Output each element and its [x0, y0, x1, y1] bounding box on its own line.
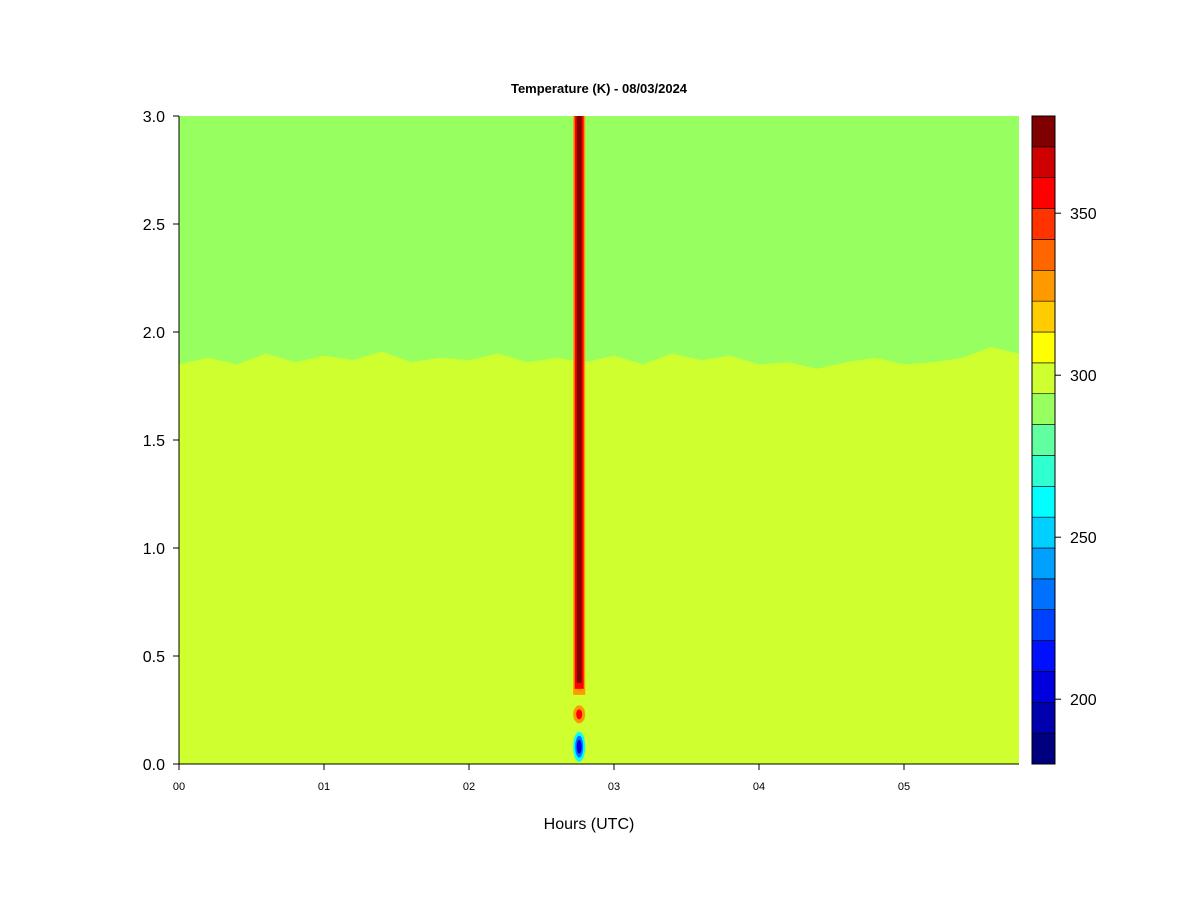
colorbar-swatch — [1031, 393, 1056, 425]
warm-patch — [969, 573, 1015, 661]
spike-core — [576, 116, 582, 683]
x-axis: 00 01 02 03 04 05 — [173, 763, 1019, 793]
warm-patch — [366, 608, 372, 646]
colorbar-swatch — [1031, 701, 1056, 734]
warm-patch — [179, 558, 187, 667]
colorbar-swatch — [1031, 516, 1056, 549]
warm-patch — [944, 625, 949, 639]
warm-patch — [266, 580, 278, 661]
colorbar: 200 250 300 350 — [1031, 115, 1097, 765]
y-axis: 0.0 0.5 1.0 1.5 2.0 2.5 3.0 — [143, 109, 180, 774]
y-tick-label: 0.5 — [143, 649, 165, 666]
upper-layer-fill — [179, 116, 1019, 369]
warm-patch — [403, 602, 411, 656]
y-tick-label: 2.5 — [143, 217, 165, 234]
warm-patch — [316, 586, 329, 661]
colorbar-swatch — [1031, 547, 1056, 580]
colorbar-tick-label: 350 — [1070, 206, 1097, 223]
warm-patch — [464, 586, 493, 661]
x-tick-label: 05 — [898, 781, 910, 793]
x-axis-label: Hours (UTC) — [544, 816, 635, 833]
spike-hot-core — [576, 709, 583, 720]
warm-patch — [660, 612, 667, 646]
colorbar-swatch — [1031, 362, 1056, 395]
y-tick-label: 3.0 — [143, 109, 165, 126]
y-tick-label: 0.0 — [143, 757, 165, 774]
spike-cold-core — [576, 739, 582, 754]
warm-patch — [382, 602, 390, 650]
colorbar-swatch — [1031, 578, 1056, 611]
colorbar-swatch — [1031, 269, 1056, 302]
warm-patch — [283, 580, 313, 661]
warm-patch — [709, 617, 719, 656]
colorbar-swatch — [1031, 455, 1056, 487]
warm-patch — [919, 630, 925, 644]
warm-patch — [418, 595, 436, 656]
colorbar-swatch — [1031, 732, 1056, 765]
colorbar-swatch — [1031, 424, 1056, 456]
x-tick-label: 01 — [318, 781, 330, 793]
warm-patch — [341, 586, 359, 661]
colorbar-tick-label: 200 — [1070, 692, 1097, 709]
colorbar-tick-label: 250 — [1070, 530, 1097, 547]
warm-patch — [190, 552, 255, 674]
x-tick-label: 02 — [463, 781, 475, 793]
warm-patch — [898, 591, 909, 656]
colorbar-frame — [1031, 115, 1056, 765]
colorbar-tick-label: 300 — [1070, 368, 1097, 385]
plot-area — [179, 116, 1019, 764]
warm-patch — [547, 612, 557, 646]
colorbar-swatch — [1031, 671, 1056, 703]
warm-patch — [558, 602, 574, 652]
warm-patch — [450, 595, 461, 656]
colorbar-swatch — [1031, 485, 1056, 518]
warm-patch — [645, 612, 651, 646]
x-tick-label: 03 — [608, 781, 620, 793]
warm-patch — [495, 591, 519, 661]
x-tick-label: 00 — [173, 781, 185, 793]
warm-patch — [676, 608, 701, 656]
y-tick-label: 1.5 — [143, 433, 165, 450]
colorbar-swatch — [1031, 208, 1056, 240]
colorbar-swatch — [1031, 177, 1056, 209]
colorbar-swatch — [1031, 640, 1056, 672]
colorbar-swatch — [1031, 146, 1056, 179]
colorbar-swatch — [1031, 609, 1056, 641]
colorbar-swatch — [1031, 300, 1056, 333]
colorbar-swatch — [1031, 115, 1056, 148]
y-tick-label: 1.0 — [143, 541, 165, 558]
colorbar-swatch — [1031, 331, 1056, 364]
chart-title: Temperature (K) - 08/03/2024 — [511, 81, 688, 96]
y-tick-label: 2.0 — [143, 325, 165, 342]
colorbar-swatch — [1031, 239, 1056, 271]
x-tick-label: 04 — [753, 781, 765, 793]
warm-patch — [529, 608, 536, 646]
